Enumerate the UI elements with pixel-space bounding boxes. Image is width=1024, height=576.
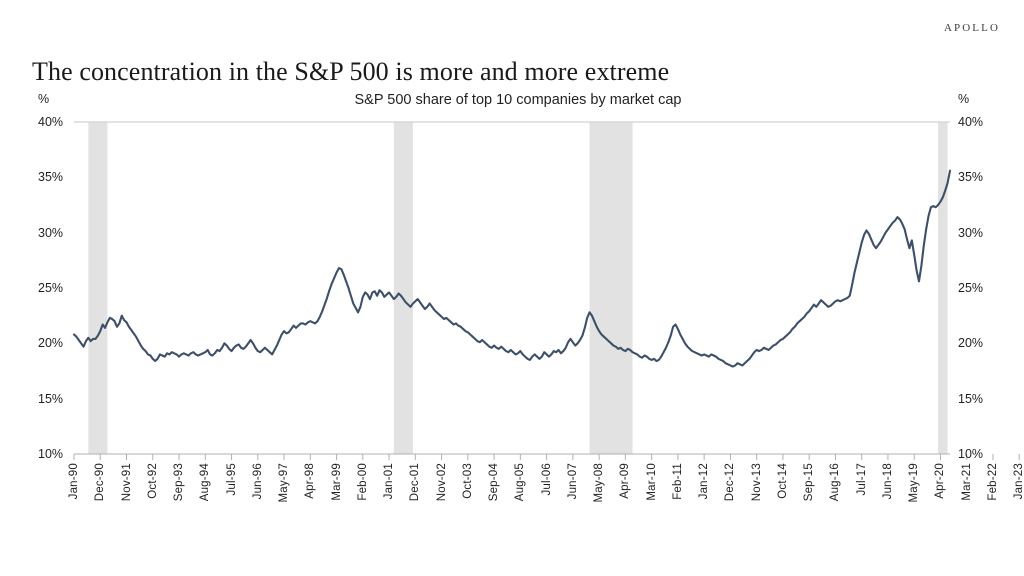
x-tick-label: Sep-04: [488, 463, 501, 502]
x-tick-label: Oct-14: [776, 463, 789, 499]
y-tick-label-left: 15%: [38, 391, 64, 406]
x-axis-ticks: [73, 454, 1020, 460]
x-tick-label: Sep-15: [803, 463, 816, 502]
series-line: [72, 169, 952, 368]
x-tick-label: Sep-93: [173, 463, 186, 502]
x-tick-label: Jan-01: [383, 463, 396, 500]
x-tick-label: May-97: [278, 463, 291, 503]
y-tick-label-right: 35%: [958, 170, 984, 185]
recession-band: [393, 122, 413, 454]
recession-band: [589, 122, 633, 454]
y-tick-label-right: 20%: [958, 336, 984, 351]
recession-bands: [88, 122, 948, 454]
y-tick-label-left: 25%: [38, 281, 64, 295]
y-tick-label-left: 40%: [38, 115, 64, 129]
x-tick-label: Oct-92: [146, 463, 159, 499]
x-tick-label: May-08: [593, 463, 606, 503]
recession-band: [88, 122, 108, 454]
chart-subtitle: S&P 500 share of top 10 companies by mar…: [354, 92, 682, 108]
x-tick-label: Aug-94: [199, 463, 212, 502]
y-tick-label-left: 35%: [38, 170, 64, 185]
page-title: The concentration in the S&P 500 is more…: [32, 57, 670, 87]
x-tick-label: Mar-21: [960, 463, 973, 501]
y-axis-unit-left: %: [38, 92, 50, 106]
y-tick-label-right: 15%: [958, 391, 984, 406]
y-tick-label-left: 10%: [38, 447, 64, 461]
x-tick-label: Nov-02: [435, 463, 448, 502]
x-tick-label: Jun-18: [881, 463, 894, 500]
x-tick-label: May-19: [908, 463, 921, 503]
x-tick-label: Feb-00: [356, 463, 369, 501]
x-tick-label: Apr-98: [304, 463, 317, 499]
x-tick-label: Dec-12: [724, 463, 737, 502]
x-tick-label: Jan-90: [68, 463, 80, 500]
x-tick-label: Aug-05: [514, 463, 527, 502]
x-tick-label: Feb-11: [671, 463, 684, 500]
x-tick-label: Oct-03: [461, 463, 474, 499]
y-tick-label-left: 30%: [38, 225, 64, 240]
apollo-logo: APOLLO: [944, 22, 1000, 34]
x-tick-label: Dec-90: [94, 463, 107, 502]
y-tick-label-right: 30%: [958, 225, 984, 240]
x-tick-label: Nov-13: [750, 463, 763, 502]
x-tick-label: Mar-99: [330, 463, 343, 501]
x-tick-label: Jul-17: [855, 463, 868, 496]
y-tick-label-right: 25%: [958, 281, 984, 295]
y-axis-unit-right: %: [958, 92, 970, 106]
x-tick-label: Jul-95: [225, 463, 238, 496]
x-tick-label: Jun-96: [251, 463, 264, 500]
x-tick-label: Jun-07: [566, 463, 579, 500]
x-tick-label: Feb-22: [986, 463, 999, 501]
chart-axes: [74, 121, 950, 455]
y-tick-label-right: 40%: [958, 115, 984, 129]
x-tick-label: Jan-23: [1013, 463, 1024, 500]
recession-band: [938, 122, 948, 454]
x-tick-label: Apr-09: [619, 463, 632, 499]
x-tick-label: Mar-10: [645, 463, 658, 501]
x-tick-label: Dec-01: [409, 463, 422, 502]
y-tick-label-left: 20%: [38, 336, 64, 351]
y-tick-label-right: 10%: [958, 447, 984, 461]
x-tick-label: Nov-91: [120, 463, 133, 502]
x-tick-label: Aug-16: [829, 463, 842, 502]
x-tick-label: Jul-06: [540, 463, 553, 496]
x-tick-label: Jan-12: [698, 463, 711, 500]
x-tick-label: Apr-20: [934, 463, 947, 499]
